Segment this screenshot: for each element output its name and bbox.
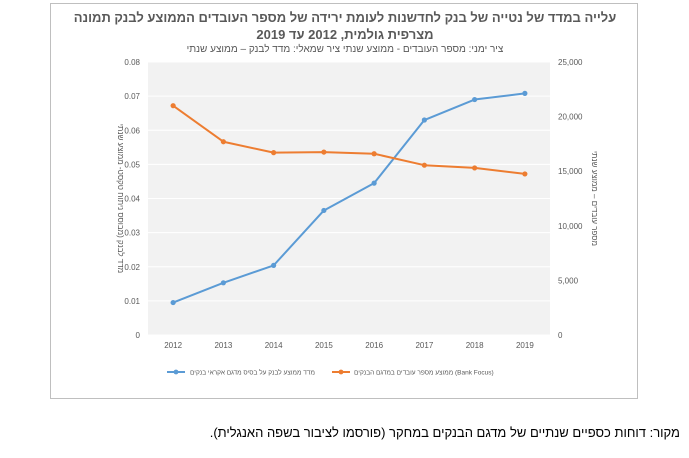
left-tick-label: 0.05 bbox=[124, 160, 140, 169]
axis-ticks: 0 0.01 0.02 0.03 0.04 0.05 0.06 0.07 0.08 0 5,000 1… bbox=[124, 58, 583, 350]
chart-title-line1: עלייה במדד של נטייה של בנק לחדשנות לעומת… bbox=[73, 10, 617, 25]
left-tick-label: 0.07 bbox=[124, 92, 140, 101]
gridlines bbox=[148, 61, 550, 336]
left-tick-label: 0.04 bbox=[124, 195, 140, 204]
right-axis-label: מספר עובדים – ממוצע שנתי bbox=[590, 151, 599, 246]
x-tick-label: 2012 bbox=[164, 341, 182, 350]
x-tick-label: 2016 bbox=[365, 341, 383, 350]
data-point bbox=[321, 149, 327, 155]
data-point bbox=[522, 171, 528, 177]
data-point bbox=[170, 299, 176, 306]
data-point bbox=[421, 117, 427, 123]
right-tick-label: 5,000 bbox=[558, 276, 579, 285]
x-tick-label: 2014 bbox=[265, 341, 283, 350]
right-tick-label: 20,000 bbox=[558, 113, 583, 122]
x-tick-label: 2019 bbox=[516, 341, 534, 350]
left-tick-label: 0.08 bbox=[124, 58, 140, 67]
x-tick-label: 2018 bbox=[466, 341, 484, 350]
data-point bbox=[371, 151, 377, 157]
chart-subtitle: ציר ימני: מספר העובדים - ממוצע שנתי ציר … bbox=[186, 44, 504, 55]
legend-swatch-marker bbox=[338, 369, 344, 375]
data-series bbox=[170, 90, 528, 306]
left-tick-label: 0.06 bbox=[124, 126, 140, 135]
right-tick-label: 0 bbox=[558, 331, 563, 340]
data-point bbox=[170, 103, 176, 109]
left-tick-label: 0.01 bbox=[124, 297, 140, 306]
legend-label: מדד ממוצע לבנק על בסיס מדגם אקראי בנקים bbox=[190, 369, 315, 377]
x-tick-label: 2015 bbox=[315, 341, 333, 350]
data-point bbox=[421, 162, 427, 168]
data-point bbox=[220, 139, 226, 145]
legend-label: ממוצע מספר עובדים במדגם הבנקים (Bank Foc… bbox=[354, 370, 494, 377]
data-point bbox=[220, 280, 226, 286]
data-point bbox=[522, 90, 528, 96]
left-tick-label: 0 bbox=[136, 331, 141, 340]
left-axis-label: מדד לבנק (מבוסס ניתוח טקסט- ממוצע שנתי bbox=[116, 124, 125, 273]
data-point bbox=[472, 165, 478, 171]
left-tick-label: 0.02 bbox=[124, 263, 140, 272]
left-tick-label: 0.03 bbox=[124, 229, 140, 238]
x-tick-label: 2013 bbox=[214, 341, 232, 350]
data-point bbox=[371, 180, 377, 186]
axis-labels: מדד לבנק (מבוסס ניתוח טקסט- ממוצע שנתי מס… bbox=[116, 124, 599, 273]
right-tick-label: 15,000 bbox=[558, 167, 583, 176]
data-point bbox=[271, 150, 277, 156]
legend: ממוצע מספר עובדים במדגם הבנקים (Bank Foc… bbox=[167, 369, 494, 377]
data-point bbox=[472, 96, 478, 103]
data-point bbox=[271, 262, 277, 268]
chart-title-line2: מצרפית גולמית, 2012 עד 2019 bbox=[256, 27, 434, 42]
source-note: מקור: דוחות כספיים שנתיים של מדגם הבנקים… bbox=[209, 425, 680, 440]
right-tick-label: 10,000 bbox=[558, 222, 583, 231]
series-line-2 bbox=[172, 104, 525, 175]
series-line-1 bbox=[172, 92, 525, 304]
right-tick-label: 25,000 bbox=[558, 58, 583, 67]
x-tick-label: 2017 bbox=[415, 341, 433, 350]
data-point bbox=[321, 207, 327, 214]
legend-swatch-marker bbox=[173, 369, 179, 375]
